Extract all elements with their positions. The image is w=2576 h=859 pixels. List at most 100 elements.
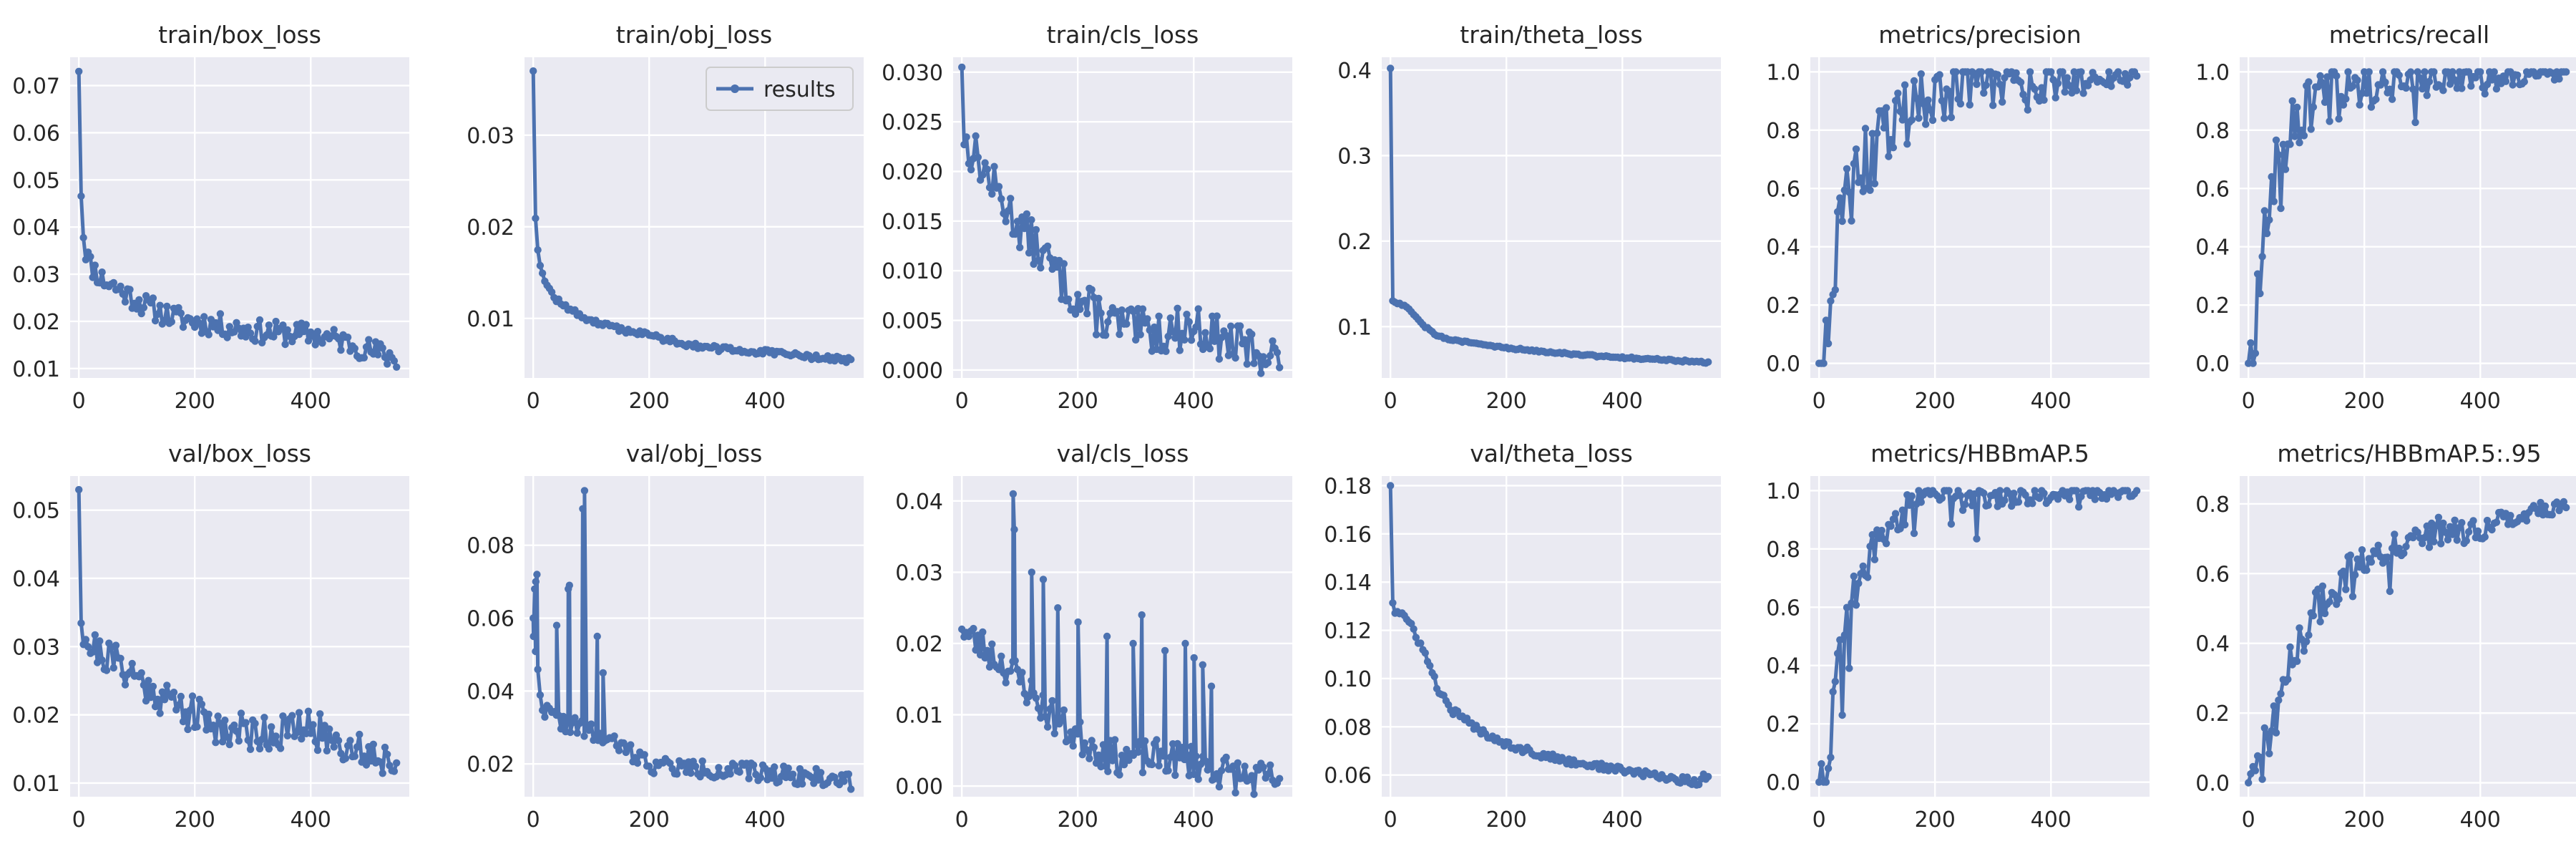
data-point [1041,712,1050,721]
data-point [2446,523,2454,530]
data-point [972,646,980,654]
data-point [1824,339,1833,348]
data-point [1028,568,1036,576]
data-point [2300,132,2308,140]
data-point [298,735,306,743]
data-point [1822,316,1830,324]
data-point [2353,76,2361,84]
data-point [2335,115,2343,123]
data-point [530,632,537,641]
data-point [379,770,386,777]
data-point [170,689,178,697]
data-point [2477,68,2484,76]
data-point [1818,759,1825,768]
x-tick-label: 0 [955,389,969,414]
data-point [2342,586,2350,593]
data-point [272,732,280,740]
data-point [2031,85,2039,93]
data-point [610,732,618,740]
data-point [1878,526,1885,535]
chart-title: metrics/precision [1878,21,2081,49]
data-point [615,747,623,754]
y-tick-label: 1.0 [2195,60,2230,85]
y-tick-label: 0.03 [895,560,943,586]
data-point [1132,336,1140,344]
data-point [200,313,208,321]
data-point [1016,678,1024,686]
data-point [1054,604,1062,612]
data-point [2548,511,2556,519]
data-point [2084,82,2092,89]
x-tick-label: 400 [2460,389,2501,414]
data-point [2272,136,2280,144]
data-point [1043,242,1052,251]
data-point [1866,543,1874,550]
data-point [1141,737,1149,745]
data-point [979,628,987,636]
data-point [640,751,648,759]
data-point [212,739,220,747]
data-point [2458,84,2466,92]
data-point [212,319,220,327]
data-point [2356,101,2363,109]
data-point [137,309,145,318]
data-point [346,737,354,744]
data-point [279,321,287,329]
x-tick-label: 0 [1384,807,1397,833]
data-point [1034,256,1043,264]
data-point [341,754,350,762]
data-point [1412,634,1420,641]
data-point [1076,305,1084,314]
data-point [1267,351,1274,360]
data-point [2507,512,2514,520]
data-point [1241,336,1249,344]
data-point [365,336,373,344]
x-tick-label: 200 [175,389,215,414]
data-point [246,745,255,754]
data-point [1848,217,1855,225]
data-point [156,709,164,717]
data-point [1166,314,1175,322]
data-point [2247,339,2255,347]
data-point [1162,347,1170,355]
data-point [163,302,171,311]
data-point [1169,328,1177,336]
data-point [75,485,83,494]
data-point [186,707,194,714]
data-point [151,702,160,711]
x-tick-label: 0 [2242,389,2255,414]
x-tick-label: 0 [1384,389,1397,414]
y-tick-label: 0.05 [12,168,60,193]
data-point [2430,68,2438,76]
data-point [2421,533,2429,542]
data-point [167,318,175,326]
data-point [2021,491,2029,499]
data-point [2363,89,2371,97]
y-tick-label: 0.4 [2195,236,2230,261]
y-tick-label: 0.01 [895,704,943,729]
data-point [1831,677,1839,686]
data-point [981,159,989,167]
data-point [1010,525,1018,533]
x-tick-label: 400 [2031,389,2072,414]
data-point [77,619,85,627]
chart-panel-2: 0 200 400 0.000 0.005 0.010 0.015 0.020 0.025 0.0… [882,21,1292,414]
data-point [84,643,92,651]
data-point [2351,571,2359,579]
data-point [2379,559,2387,567]
data-point [1080,739,1089,747]
y-tick-label: 0.03 [467,124,514,149]
data-point [2059,68,2067,76]
chart-title: val/theta_loss [1470,440,1633,467]
data-point [82,636,90,644]
data-point [323,747,331,755]
data-point [1204,766,1211,774]
x-tick-label: 200 [2344,389,2385,414]
x-tick-label: 400 [2460,807,2501,833]
data-point [1192,323,1200,331]
data-point [1190,770,1198,779]
y-tick-label: 0.1 [1337,315,1372,340]
data-point [771,763,779,771]
data-point [2288,97,2296,105]
data-point [2077,68,2085,76]
